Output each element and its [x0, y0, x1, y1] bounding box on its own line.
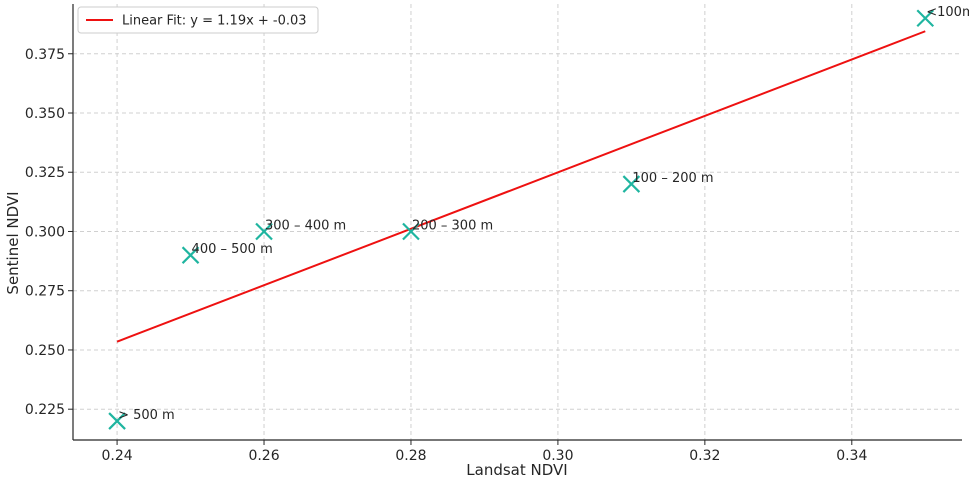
legend: Linear Fit: y = 1.19x + -0.03 — [77, 6, 319, 34]
point-labels-group: > 500 m 400 – 500 m 300 – 400 m 200 – 300 m… — [118, 5, 969, 423]
point-label: 300 – 400 m — [265, 218, 346, 233]
legend-box — [77, 6, 319, 34]
data-point — [916, 9, 935, 27]
legend-fit-label: Linear Fit: y = 1.19x + -0.03 — [122, 14, 307, 29]
point-label: 100 – 200 m — [632, 171, 713, 186]
y-tick-label: 0.350 — [25, 106, 65, 122]
x-tick-label: 0.34 — [836, 448, 867, 464]
data-point — [181, 246, 200, 264]
x-tick-label: 0.30 — [542, 448, 573, 464]
data-point — [402, 222, 420, 241]
point-marker-stroke — [622, 175, 641, 193]
points-group — [108, 9, 935, 430]
y-tick-label: 0.325 — [25, 165, 65, 181]
data-point — [622, 175, 641, 193]
y-tick-label: 0.225 — [25, 402, 65, 418]
point-label: <100m — [926, 5, 969, 20]
x-axis-label: Landsat NDVI — [466, 461, 567, 479]
point-marker-stroke — [108, 412, 126, 430]
x-tick-label: 0.28 — [395, 448, 426, 464]
y-tick-label: 0.250 — [25, 343, 65, 359]
data-point — [255, 222, 273, 241]
y-tick-label: 0.300 — [25, 224, 65, 240]
ticks: 0.24 0.26 0.28 0.30 0.32 0.34 0.225 0.250 0.275 0… — [25, 47, 868, 464]
point-label: > 500 m — [118, 408, 175, 423]
fit-line-group — [116, 30, 926, 343]
grid — [73, 4, 962, 440]
point-label: 400 – 500 m — [192, 242, 273, 257]
point-marker-stroke — [402, 222, 420, 241]
x-tick-label: 0.26 — [248, 448, 279, 464]
data-point — [108, 412, 126, 430]
y-axis-label: Sentinel NDVI — [4, 191, 22, 294]
point-marker-stroke — [181, 246, 200, 264]
fit-line — [116, 30, 926, 343]
x-tick-label: 0.24 — [101, 448, 132, 464]
x-tick-label: 0.32 — [689, 448, 720, 464]
point-label: 200 – 300 m — [412, 218, 493, 233]
point-marker-stroke — [255, 222, 273, 241]
y-tick-label: 0.275 — [25, 284, 65, 300]
y-tick-label: 0.375 — [25, 47, 65, 63]
axes — [72, 4, 962, 441]
point-marker-stroke — [916, 9, 935, 27]
